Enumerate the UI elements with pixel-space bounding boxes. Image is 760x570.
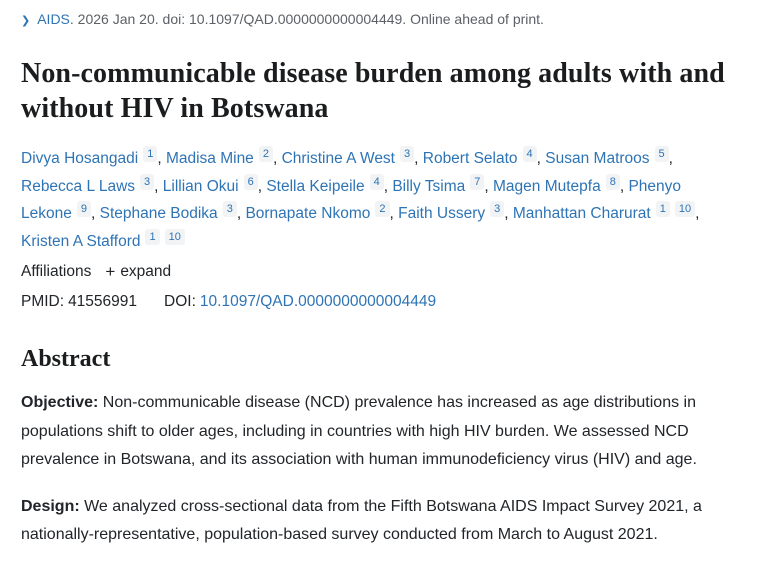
affiliation-number-badge: 2	[375, 201, 390, 217]
doi-label: DOI:	[164, 293, 196, 310]
expand-affiliations-button[interactable]: + expand	[105, 262, 171, 282]
identifiers-row: PMID: 41556991 DOI: 10.1097/QAD.00000000000…	[21, 291, 738, 313]
author-separator: ,	[536, 150, 546, 167]
pmid-group: PMID: 41556991	[21, 293, 137, 310]
author-separator: ,	[272, 150, 282, 167]
author-separator: ,	[90, 205, 100, 222]
author: Faith Ussery 3,	[398, 201, 513, 222]
affiliation-number-badge: 3	[490, 201, 505, 217]
author: Madisa Mine 2,	[165, 146, 282, 167]
author: Divya Hosangadi 1,	[21, 146, 166, 167]
author-link[interactable]: Kristen A Stafford	[21, 232, 141, 250]
author-link[interactable]: Stella Keipeile	[266, 177, 365, 195]
author: Billy Tsima 7,	[392, 173, 493, 195]
affiliation-number-badge: 8	[605, 173, 620, 190]
affiliation-number-badge: 10	[164, 228, 185, 245]
affiliation-number-badge: 5	[654, 146, 669, 162]
author-separator: ,	[619, 177, 629, 195]
abstract-section-label: Objective:	[21, 394, 99, 411]
author: Lillian Okui 6,	[162, 173, 267, 195]
abstract-sections: Objective: Non-communicable disease (NCD…	[21, 389, 738, 570]
doi-group: DOI: 10.1097/QAD.0000000000004449	[164, 293, 436, 310]
author-link[interactable]: Phenyo Lekone	[21, 177, 682, 223]
author-separator: ,	[414, 150, 423, 167]
author-separator: ,	[236, 205, 246, 222]
affiliation-number-badge: 10	[674, 201, 696, 217]
author-link[interactable]: Robert Selato	[422, 150, 518, 167]
author: Magen Mutepfa 8,	[493, 173, 629, 195]
abstract-heading: Abstract	[21, 346, 111, 372]
author-link[interactable]: Manhattan Charurat	[512, 205, 651, 222]
expand-label: expand	[120, 263, 172, 280]
author-separator: ,	[154, 177, 163, 195]
citation-text: . 2026 Jan 20. doi: 10.1097/QAD.00000000…	[69, 11, 544, 27]
author-link[interactable]: Faith Ussery	[398, 205, 486, 222]
affiliation-number-badge: 9	[76, 201, 91, 217]
author: Manhattan Charurat 1 10,	[512, 201, 700, 222]
author-separator: ,	[157, 150, 166, 167]
author: Phenyo Lekone 9,	[21, 178, 681, 223]
pmid-value: 41556991	[68, 293, 138, 310]
author-link[interactable]: Magen Mutepfa	[493, 177, 601, 195]
affiliation-number-badge: 1	[143, 146, 158, 162]
abstract-paragraph: Design: We analyzed cross-sectional data…	[21, 497, 702, 544]
author: Christine A West 3,	[281, 146, 423, 167]
author: Rebecca L Laws 3,	[21, 173, 163, 195]
author-link[interactable]: Bornapate Nkomo	[245, 205, 371, 222]
affiliation-number-badge: 3	[400, 146, 415, 162]
plus-icon: +	[105, 262, 116, 281]
author-separator: ,	[668, 150, 673, 167]
abstract-section-label: Design:	[21, 497, 80, 515]
author: Stephane Bodika 3,	[99, 201, 246, 222]
pmid-label: PMID:	[21, 293, 65, 310]
authors-list: Divya Hosangadi 1, Madisa Mine 2, Christin…	[21, 145, 735, 255]
author-link[interactable]: Stephane Bodika	[99, 205, 218, 222]
author-separator: ,	[504, 205, 513, 222]
affiliation-number-badge: 1	[655, 201, 670, 217]
affiliation-number-badge: 6	[243, 173, 258, 190]
affiliation-number-badge: 4	[369, 173, 384, 190]
author-link[interactable]: Madisa Mine	[165, 150, 254, 167]
author-link[interactable]: Christine A West	[281, 150, 395, 167]
citation-line: ❯ AIDS. 2026 Jan 20. doi: 10.1097/QAD.000…	[21, 9, 738, 31]
author-separator: ,	[257, 177, 267, 195]
affiliation-number-badge: 4	[522, 146, 537, 162]
affiliation-number-badge: 2	[258, 146, 273, 162]
author: Susan Matroos 5,	[545, 146, 673, 167]
author: Bornapate Nkomo 2,	[245, 201, 399, 222]
author-link[interactable]: Susan Matroos	[545, 150, 650, 167]
author-link[interactable]: Billy Tsima	[392, 177, 466, 195]
author: Kristen A Stafford 1 10	[21, 228, 185, 250]
affiliation-number-badge: 3	[222, 201, 237, 217]
author-separator: ,	[484, 177, 493, 195]
chevron-right-icon[interactable]: ❯	[21, 15, 31, 27]
abstract-paragraph: Objective: Non-communicable disease (NCD…	[21, 394, 697, 468]
affiliation-number-badge: 1	[145, 228, 160, 245]
author-separator: ,	[383, 177, 393, 195]
doi-link[interactable]: 10.1097/QAD.0000000000004449	[199, 293, 437, 310]
journal-link[interactable]: AIDS	[37, 11, 70, 27]
author: Stella Keipeile 4,	[266, 173, 393, 195]
article-title: Non-communicable disease burden among ad…	[21, 58, 725, 124]
author: Robert Selato 4,	[422, 146, 546, 167]
author-separator: ,	[389, 205, 399, 222]
author-link[interactable]: Lillian Okui	[162, 177, 239, 195]
author-separator: ,	[695, 205, 700, 222]
affiliations-label: Affiliations	[21, 263, 92, 280]
affiliation-number-badge: 3	[140, 173, 155, 190]
author-link[interactable]: Divya Hosangadi	[21, 150, 139, 167]
author-link[interactable]: Rebecca L Laws	[21, 177, 136, 195]
affiliations-row: Affiliations + expand	[21, 262, 738, 282]
affiliation-number-badge: 7	[470, 173, 485, 190]
